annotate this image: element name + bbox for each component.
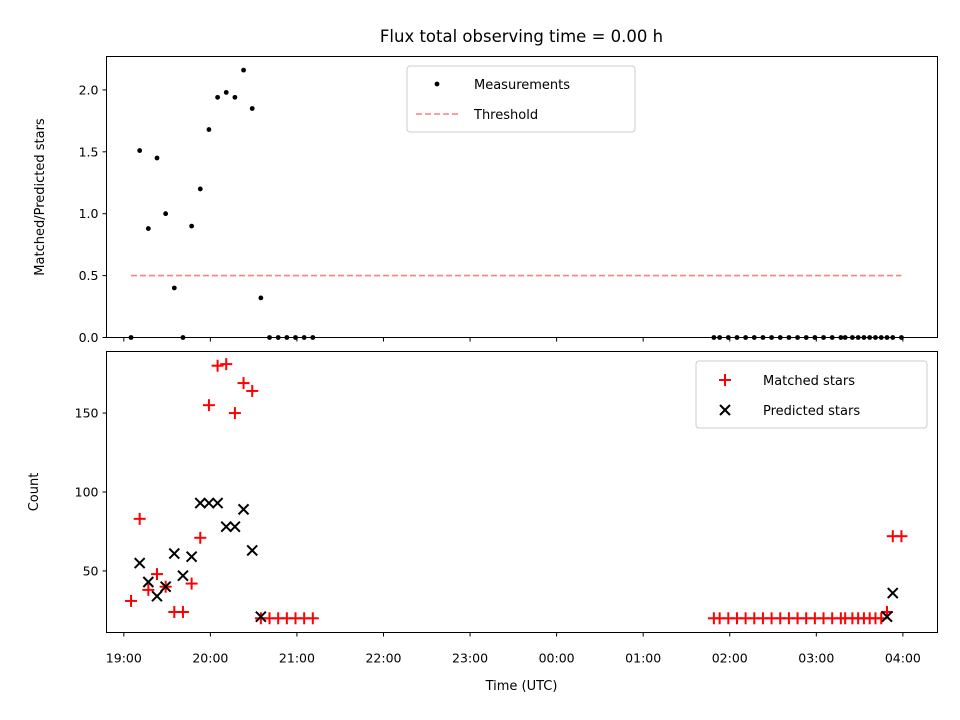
legend-predicted-marker	[719, 404, 731, 416]
measurement-point	[206, 127, 212, 132]
matched-star-point	[202, 399, 215, 412]
predicted-star-point	[177, 569, 189, 582]
x-tick-label: 19:00	[106, 651, 142, 666]
bottom-y-tick-label: 100	[75, 485, 99, 500]
bottom-x-ticks: 19:00 20:00 21:00 22:00 23:00 00:00 01:00 02:00…	[106, 632, 921, 666]
measurement-point	[223, 89, 229, 95]
matched-star-point	[220, 358, 233, 371]
top-y-ticks: 0.0 0.5 1.0 1.5 2.0	[79, 82, 107, 345]
predicted-star-point	[151, 590, 163, 602]
top-y-tick-label: 2.0	[79, 82, 99, 97]
top-y-tick-label: 1.0	[79, 206, 99, 221]
predicted-star-point	[220, 521, 232, 533]
x-tick-label: 03:00	[798, 651, 834, 666]
matched-star-point	[150, 568, 163, 581]
x-tick-label: 23:00	[452, 651, 488, 666]
legend-matched-marker	[719, 374, 731, 386]
legend-matched-label: Matched stars	[763, 374, 855, 389]
matched-star-point	[895, 530, 908, 543]
bottom-legend-box	[695, 360, 928, 429]
top-y-tick-label: 0.5	[79, 268, 99, 283]
top-legend: Measurements Threshold	[406, 65, 636, 133]
predicted-star-point	[255, 611, 267, 623]
bottom-legend: Matched stars Predicted stars	[695, 360, 928, 429]
bottom-y-tick-label: 150	[75, 406, 99, 421]
measurement-point	[232, 94, 238, 100]
x-tick-label: 04:00	[885, 651, 921, 666]
matched-star-point	[125, 594, 138, 607]
measurement-point	[189, 223, 195, 229]
bottom-y-ticks: 50 100 150	[75, 406, 107, 578]
matched-star-point	[142, 583, 155, 596]
measurement-point	[215, 94, 220, 100]
predicted-star-point	[881, 611, 893, 623]
predicted-star-point	[887, 587, 899, 599]
x-tick-label: 20:00	[192, 651, 228, 666]
legend-measurements-marker	[434, 81, 440, 87]
predicted-star-point	[159, 581, 172, 593]
top-y-tick-label: 1.5	[79, 144, 99, 159]
predicted-star-point	[142, 576, 155, 588]
x-tick-label: 00:00	[539, 651, 575, 666]
predicted-star-point	[229, 521, 241, 533]
matched-star-point	[185, 577, 198, 590]
predicted-star-point	[168, 547, 181, 560]
matched-star-point	[246, 384, 259, 397]
top-plot-frame	[106, 56, 938, 338]
legend-predicted-label: Predicted stars	[763, 404, 860, 419]
matched-star-point	[228, 407, 241, 420]
x-tick-label: 22:00	[365, 651, 401, 666]
measurement-point	[171, 285, 177, 291]
predicted-star-point	[185, 551, 198, 563]
matched-star-point	[237, 377, 250, 390]
bottom-plot-marks	[125, 358, 908, 625]
measurement-point	[163, 211, 169, 217]
top-y-tick-label: 0.0	[79, 330, 99, 345]
matched-star-point	[306, 612, 319, 625]
measurement-point	[137, 148, 143, 153]
matched-star-point	[133, 512, 146, 525]
measurement-point	[258, 295, 264, 301]
top-panel: Matched/Predicted stars 0.00.51.01.52.0 …	[33, 56, 938, 345]
predicted-star-point	[194, 497, 206, 509]
matched-star-point	[211, 359, 224, 372]
legend-measurements-label: Measurements	[474, 78, 570, 93]
top-legend-box	[406, 65, 636, 133]
top-plot-marks	[128, 67, 904, 340]
measurement-point	[241, 67, 246, 73]
matched-star-point	[176, 605, 189, 618]
top-y-axis-label: Matched/Predicted stars	[33, 118, 48, 276]
matched-star-point	[194, 531, 207, 544]
measurement-point	[197, 186, 203, 192]
bottom-y-tick-label: 50	[83, 563, 99, 578]
chart-title: Flux total observing time = 0.00 h	[380, 27, 663, 46]
predicted-star-point	[246, 544, 258, 557]
bottom-plot-frame	[106, 351, 938, 633]
measurement-point	[145, 226, 151, 231]
predicted-star-point	[133, 557, 146, 569]
predicted-star-point	[237, 503, 250, 516]
predicted-star-point	[203, 497, 215, 509]
measurement-point	[154, 155, 160, 161]
predicted-star-point	[211, 497, 224, 509]
measurement-point	[249, 106, 255, 111]
bottom-y-axis-label: Count	[27, 473, 42, 512]
top-x-ticks	[123, 337, 904, 342]
x-tick-label: 01:00	[625, 651, 661, 666]
legend-threshold-label: Threshold	[473, 108, 538, 123]
bottom-panel: Count Time (UTC) 50 100 150 19:00 20:00 21:0…	[27, 351, 938, 694]
x-tick-label: 02:00	[712, 651, 748, 666]
x-tick-label: 21:00	[279, 651, 315, 666]
x-axis-label: Time (UTC)	[485, 679, 558, 694]
